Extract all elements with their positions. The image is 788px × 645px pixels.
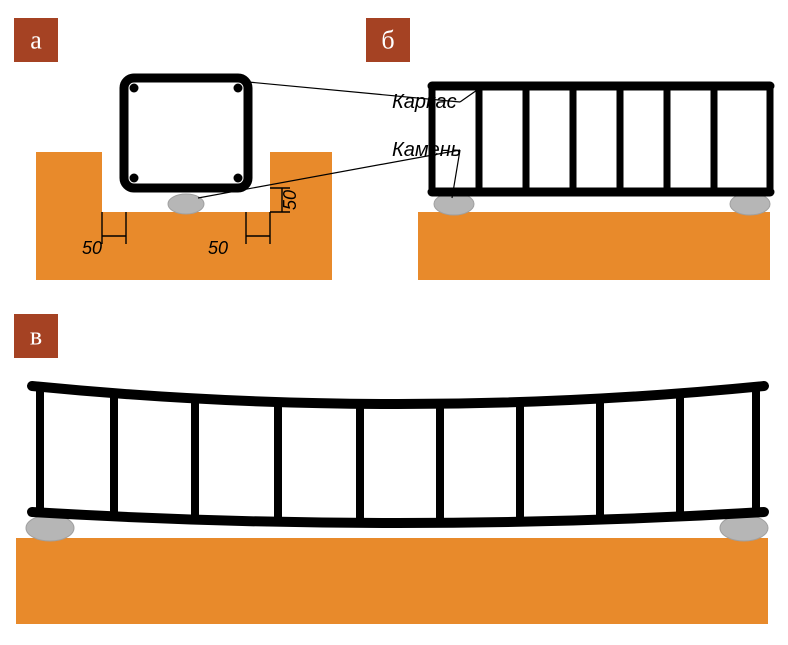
rebar-cage-section [124,78,248,188]
badge-a-label: а [30,26,42,55]
badge-v: в [14,314,58,358]
cage-bot-chord-sag [32,512,764,523]
badge-v-label: в [30,322,42,351]
dim-50-left: 50 [82,238,102,258]
badge-b: б [366,18,410,62]
dim-50-vert: 50 [280,190,300,210]
label-frame: Каркас [392,91,457,113]
cage-top-chord-sag [32,386,764,404]
dim-50-right: 50 [208,238,228,258]
badge-b-label: б [381,26,394,55]
base-b [418,212,770,280]
panel-a [36,78,332,280]
rebar-dot [130,84,139,93]
formwork-a [36,152,332,280]
base-v [16,538,768,624]
badge-a: а [14,18,58,62]
stone-a [168,194,204,214]
rebar-dot [130,174,139,183]
panel-v [16,386,768,624]
label-stone: Камень [392,139,461,161]
panel-b [418,86,770,280]
rebar-dot [234,174,243,183]
rebar-dot [234,84,243,93]
